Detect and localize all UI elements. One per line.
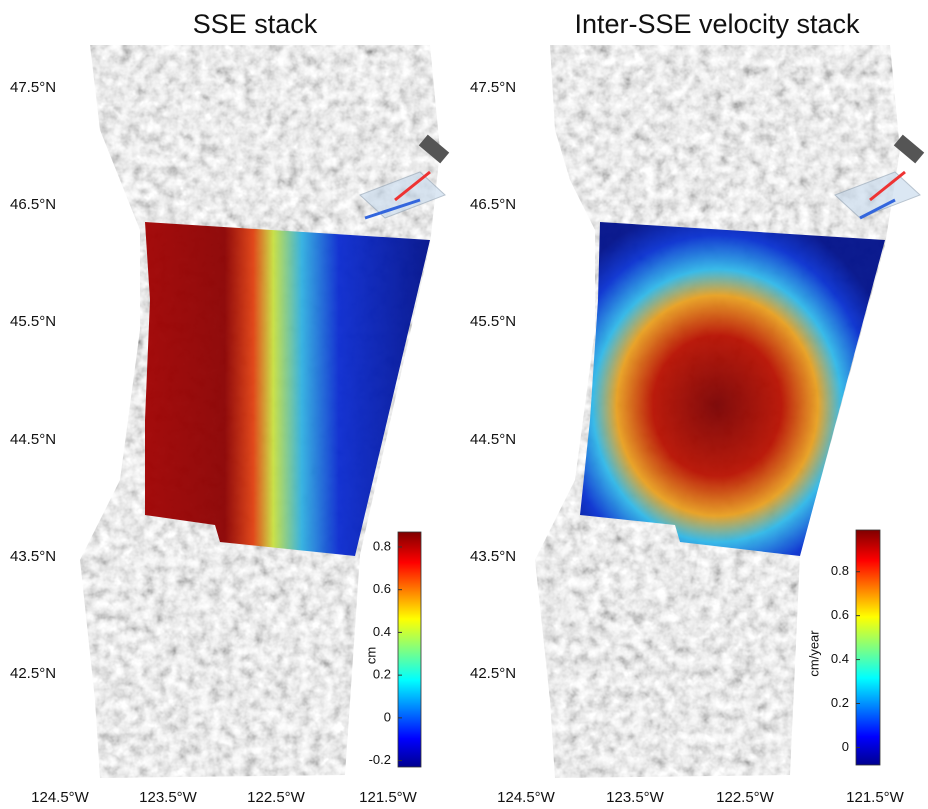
colorbar-tick-label: -0.2: [369, 752, 391, 767]
longitude-label: 122.5°W: [716, 789, 775, 806]
panel-title: Inter-SSE velocity stack: [574, 9, 860, 39]
colorbar-tick-label: 0.6: [373, 581, 391, 596]
colorbar-tick-label: 0.2: [831, 695, 849, 710]
latitude-label: 45.5°N: [10, 313, 56, 330]
latitude-label: 46.5°N: [470, 196, 516, 213]
deformation-overlay: [145, 222, 430, 556]
latitude-label: 45.5°N: [470, 313, 516, 330]
colorbar-tick-label: 0.4: [373, 624, 391, 639]
colorbar-tick-label: 0: [384, 709, 391, 724]
colorbar-tick-label: 0.8: [831, 563, 849, 578]
longitude-label: 124.5°W: [497, 789, 556, 806]
panel-left: [80, 45, 449, 778]
latitude-label: 47.5°N: [10, 79, 56, 96]
latitude-label: 46.5°N: [10, 196, 56, 213]
figure: SSE stack Inter-SSE velocity stack 47.5°…: [0, 0, 928, 809]
longitude-label: 123.5°W: [139, 789, 198, 806]
longitude-label: 122.5°W: [247, 789, 306, 806]
longitude-label: 124.5°W: [31, 789, 90, 806]
colorbar-tick-label: 0.4: [831, 651, 849, 666]
colorbar: [856, 530, 880, 765]
latitude-label: 43.5°N: [10, 548, 56, 565]
latitude-label: 42.5°N: [10, 665, 56, 682]
longitude-label: 121.5°W: [359, 789, 418, 806]
latitude-label: 47.5°N: [470, 79, 516, 96]
colorbar-tick-label: 0.8: [373, 538, 391, 553]
colorbar-label: cm/year: [806, 630, 821, 677]
colorbar: [398, 532, 421, 767]
panel-title: SSE stack: [193, 9, 318, 39]
deformation-overlay: [580, 222, 885, 556]
colorbar-tick-label: 0: [842, 739, 849, 754]
latitude-label: 43.5°N: [470, 548, 516, 565]
latitude-label: 42.5°N: [470, 665, 516, 682]
latitude-label: 44.5°N: [10, 431, 56, 448]
colorbar-tick-label: 0.6: [831, 607, 849, 622]
colorbar-tick-label: 0.2: [373, 667, 391, 682]
longitude-label: 123.5°W: [606, 789, 665, 806]
colorbar-label: cm: [363, 647, 378, 664]
longitude-label: 121.5°W: [846, 789, 905, 806]
latitude-label: 44.5°N: [470, 431, 516, 448]
